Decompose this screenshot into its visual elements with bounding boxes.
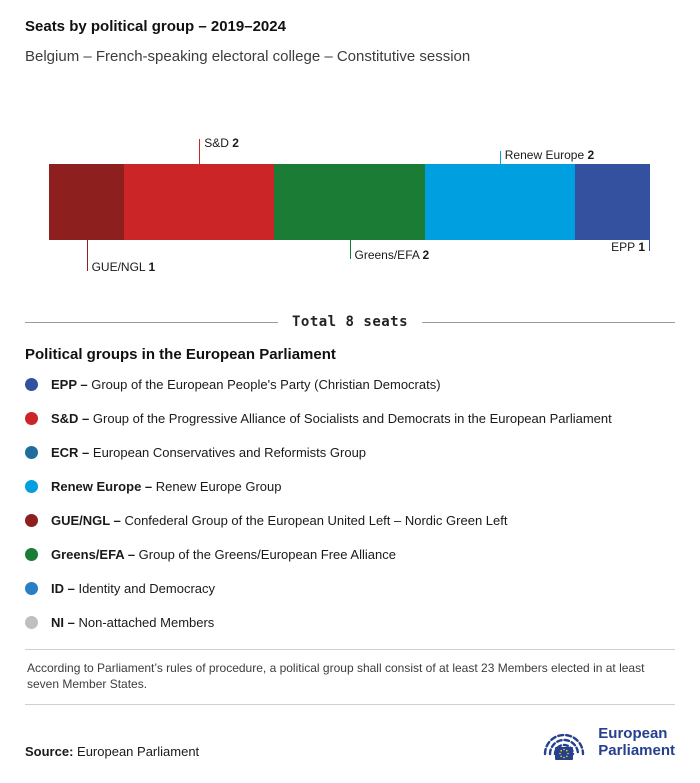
leader-line xyxy=(86,240,88,271)
bar-segment-renew-europe[interactable] xyxy=(424,164,575,240)
bar-labels-bottom: GUE/NGL 1 Greens/EFA 2 EPP 1 xyxy=(49,240,650,274)
legend-item: EPP – Group of the European People's Par… xyxy=(25,377,675,392)
bar-segment-s-d[interactable] xyxy=(124,164,275,240)
footer: Source: European Parliament European Parl… xyxy=(25,721,675,763)
seats-chart: S&D 2 Renew Europe 2 GUE/NGL 1 Greens/EFA … xyxy=(49,136,650,274)
source-line: Source: European Parliament xyxy=(25,744,199,759)
legend-item: Greens/EFA – Group of the Greens/Europea… xyxy=(25,547,675,562)
divider-line-left xyxy=(25,321,278,323)
legend-item: Renew Europe – Renew Europe Group xyxy=(25,479,675,494)
leader-line xyxy=(499,151,501,164)
legend-item: GUE/NGL – Confederal Group of the Europe… xyxy=(25,513,675,528)
ep-logo-line1: European xyxy=(598,725,668,743)
footnote: According to Parliament’s rules of proce… xyxy=(25,649,675,706)
legend-item-text: Greens/EFA – Group of the Greens/Europea… xyxy=(51,547,396,562)
legend-list: EPP – Group of the European People's Par… xyxy=(25,377,675,630)
legend-item: NI – Non-attached Members xyxy=(25,615,675,630)
legend-color-dot xyxy=(25,412,38,425)
legend-item-text: NI – Non-attached Members xyxy=(51,615,215,630)
legend-color-dot xyxy=(25,548,38,561)
bar-label-text: S&D 2 xyxy=(204,136,239,150)
ep-logo-line2: Parliament xyxy=(598,742,675,760)
legend-item: ID – Identity and Democracy xyxy=(25,581,675,596)
bar-segment-greens-efa[interactable] xyxy=(274,164,425,240)
legend-color-dot xyxy=(25,446,38,459)
total-seats-label: Total 8 seats xyxy=(291,314,409,330)
legend-color-dot xyxy=(25,480,38,493)
legend-item-text: ID – Identity and Democracy xyxy=(51,581,216,596)
bar-labels-top: S&D 2 Renew Europe 2 xyxy=(49,136,650,164)
ep-hemicycle-icon xyxy=(544,734,585,761)
seat-bar xyxy=(49,164,650,240)
legend-heading: Political groups in the European Parliam… xyxy=(25,346,336,363)
legend-item: S&D – Group of the Progressive Alliance … xyxy=(25,411,675,426)
total-seats-row: Total 8 seats xyxy=(25,314,676,330)
legend-item-text: Renew Europe – Renew Europe Group xyxy=(51,479,282,494)
legend-item-text: GUE/NGL – Confederal Group of the Europe… xyxy=(51,513,508,528)
ep-logo-text: European Parliament xyxy=(598,725,675,760)
leader-line xyxy=(649,240,650,251)
bar-segment-epp[interactable] xyxy=(574,164,650,240)
eu-flag-icon xyxy=(555,747,574,761)
legend-item-text: ECR – European Conservatives and Reformi… xyxy=(51,445,367,460)
page-subtitle: Belgium – French-speaking electoral coll… xyxy=(25,48,471,65)
bar-label-text: GUE/NGL 1 xyxy=(91,260,156,274)
legend-item: ECR – European Conservatives and Reformi… xyxy=(25,445,675,460)
page-title: Seats by political group – 2019–2024 xyxy=(25,18,286,35)
leader-line xyxy=(199,139,201,164)
legend-color-dot xyxy=(25,378,38,391)
source-label: Source: xyxy=(25,744,74,760)
legend-color-dot xyxy=(25,582,38,595)
legend-item-text: S&D – Group of the Progressive Alliance … xyxy=(51,411,612,426)
bar-label-text: Greens/EFA 2 xyxy=(354,248,430,262)
bar-label-text: Renew Europe 2 xyxy=(504,148,595,162)
source-value: European Parliament xyxy=(77,744,200,760)
bar-label-text: EPP 1 xyxy=(611,240,645,254)
legend-color-dot xyxy=(25,616,38,629)
legend-color-dot xyxy=(25,514,38,527)
divider-line-right xyxy=(422,321,676,323)
leader-line xyxy=(349,240,351,259)
european-parliament-logo: European Parliament xyxy=(540,721,675,763)
bar-segment-gue-ngl[interactable] xyxy=(49,164,125,240)
legend-item-text: EPP – Group of the European People's Par… xyxy=(51,377,441,392)
